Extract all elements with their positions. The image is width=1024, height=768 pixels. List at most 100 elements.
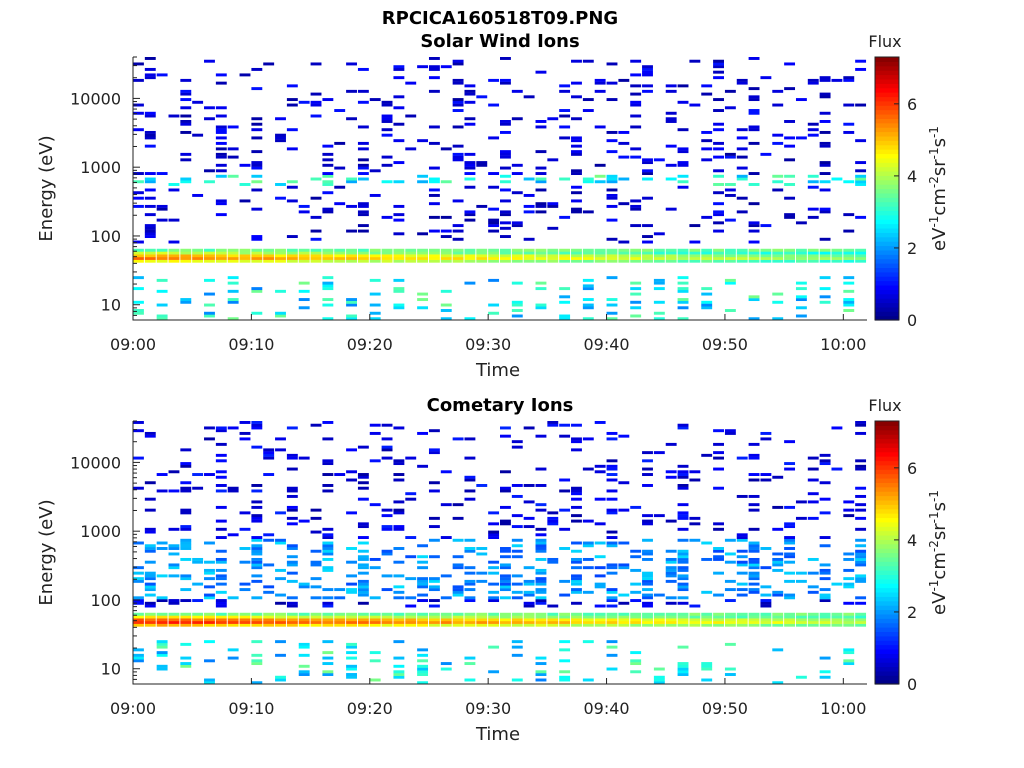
spectrogram-cell — [511, 653, 523, 657]
spectrogram-cell — [144, 133, 156, 137]
spectrogram-cell — [144, 251, 156, 255]
spectrogram-cell — [156, 489, 168, 493]
spectrogram-cell — [594, 259, 606, 263]
spectrogram-cell — [428, 555, 440, 559]
colorbar-segment — [875, 184, 899, 190]
spectrogram-cell — [535, 538, 547, 542]
spectrogram-cell — [357, 166, 369, 170]
spectrogram-cell — [133, 656, 144, 660]
spectrogram-cell — [677, 426, 689, 430]
colorbar-segment — [875, 149, 899, 155]
spectrogram-cell — [807, 516, 819, 520]
spectrogram-cell — [346, 615, 357, 619]
spectrogram-cell — [393, 65, 405, 69]
spectrogram-cell — [713, 259, 724, 263]
y-tick-label: 100 — [90, 227, 121, 246]
spectrogram-cell — [381, 256, 393, 260]
spectrogram-cell — [322, 670, 334, 674]
spectrogram-cell — [500, 582, 511, 586]
spectrogram-cell — [772, 103, 784, 107]
spectrogram-cell — [571, 423, 582, 427]
spectrogram-cell — [464, 599, 476, 603]
spectrogram-cell — [582, 284, 594, 288]
spectrogram-cell — [523, 593, 535, 597]
spectrogram-cell — [559, 612, 571, 616]
spectrogram-cell — [286, 508, 298, 512]
spectrogram-cell — [784, 612, 796, 616]
spectrogram-cell — [180, 612, 192, 616]
spectrogram-cell — [405, 248, 417, 252]
spectrogram-cell — [251, 623, 263, 627]
colorbar-segment — [875, 70, 899, 76]
spectrogram-cell — [571, 185, 582, 189]
spectrogram-cell — [831, 177, 843, 181]
spectrogram-cell — [381, 251, 393, 255]
spectrogram-cell — [571, 623, 582, 627]
spectrogram-cell — [760, 593, 772, 597]
spectrogram-cell — [736, 177, 748, 181]
colorbar-segment — [875, 214, 899, 220]
spectrogram-cell — [464, 254, 476, 258]
spectrogram-cell — [452, 563, 464, 567]
spectrogram-cell — [168, 114, 180, 118]
spectrogram-cell — [689, 538, 701, 542]
spectrogram-cell — [772, 560, 784, 564]
spectrogram-cell — [227, 656, 239, 660]
spectrogram-cell — [452, 503, 464, 507]
spectrogram-cell — [357, 593, 369, 597]
spectrogram-cell — [653, 667, 665, 671]
spectrogram-cell — [760, 254, 772, 258]
spectrogram-cell — [748, 456, 760, 460]
spectrogram-cell — [428, 612, 440, 616]
spectrogram-cell — [677, 475, 689, 479]
spectrogram-cell — [701, 541, 713, 545]
spectrogram-cell — [168, 623, 180, 627]
spectrogram-cell — [701, 557, 713, 561]
spectrogram-cell — [227, 533, 239, 537]
spectrogram-cell — [405, 114, 417, 118]
spectrogram-cell — [606, 437, 618, 441]
y-axis-label: Energy (eV) — [36, 135, 57, 241]
spectrogram-cell — [535, 166, 547, 170]
spectrogram-cell — [819, 596, 831, 600]
colorbar-segment — [875, 425, 899, 431]
spectrogram-cell — [215, 519, 227, 523]
spectrogram-cell — [369, 256, 381, 260]
spectrogram-cell — [606, 177, 618, 181]
spectrogram-cell — [381, 615, 393, 619]
spectrogram-cell — [843, 303, 855, 307]
spectrogram-cell — [511, 582, 523, 586]
spectrogram-cell — [440, 618, 452, 622]
spectrogram-cell — [606, 193, 618, 197]
spectrogram-cell — [606, 508, 618, 512]
spectrogram-cell — [594, 254, 606, 258]
spectrogram-cell — [511, 259, 523, 263]
spectrogram-cell — [677, 298, 689, 302]
spectrogram-cell — [642, 618, 653, 622]
spectrogram-cell — [500, 566, 511, 570]
spectrogram-cell — [322, 254, 334, 258]
spectrogram-cell — [227, 426, 239, 430]
spectrogram-cell — [630, 549, 642, 553]
spectrogram-cell — [784, 560, 796, 564]
colorbar-segment — [875, 591, 899, 597]
spectrogram-cell — [500, 152, 511, 156]
spectrogram-cell — [346, 547, 357, 550]
spectrogram-cell — [144, 547, 156, 550]
spectrogram-cell — [677, 256, 689, 260]
spectrogram-cell — [144, 57, 156, 60]
spectrogram-cell — [464, 251, 476, 255]
spectrogram-cell — [653, 311, 665, 315]
spectrogram-cell — [393, 259, 405, 263]
spectrogram-cell — [665, 618, 677, 622]
spectrogram-cell — [689, 522, 701, 526]
spectrogram-cell — [724, 642, 736, 646]
spectrogram-cell — [618, 481, 630, 485]
spectrogram-cell — [452, 623, 464, 627]
spectrogram-cell — [452, 248, 464, 252]
spectrogram-cell — [357, 141, 369, 145]
spectrogram-cell — [168, 547, 180, 550]
spectrogram-cell — [571, 139, 582, 143]
spectrogram-cell — [807, 590, 819, 594]
spectrogram-cell — [511, 590, 523, 594]
